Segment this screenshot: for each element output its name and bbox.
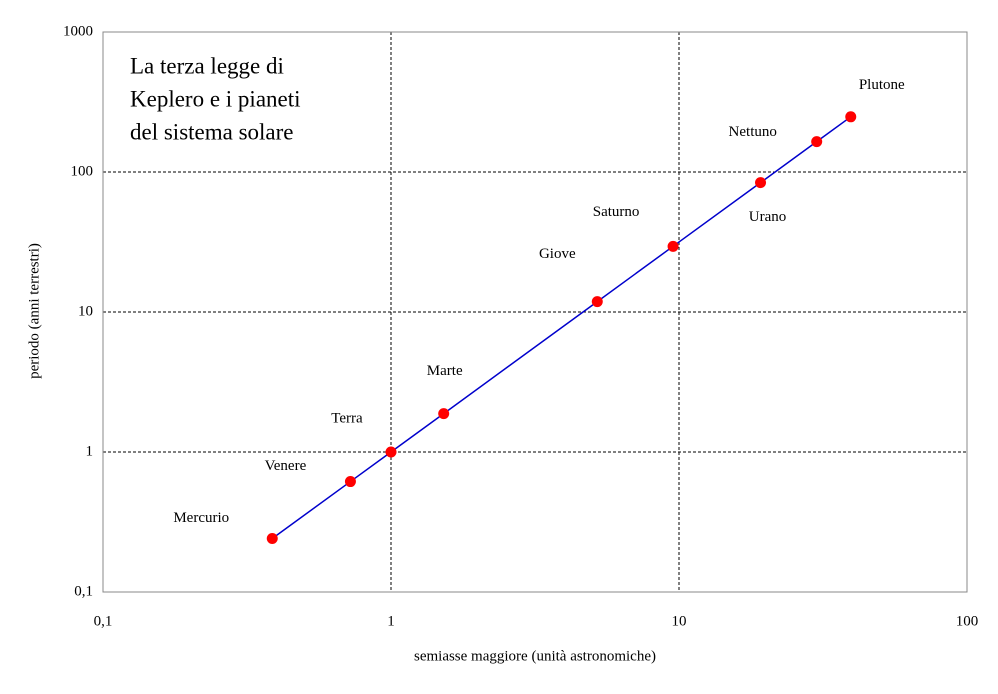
data-point — [845, 111, 857, 123]
plot-border — [102, 31, 968, 593]
data-point — [344, 476, 356, 488]
x-tick-label: 100 — [956, 613, 979, 629]
y-axis-label: periodo (anni terrestri) — [26, 243, 42, 379]
data-point — [385, 446, 397, 458]
point-label: Saturno — [593, 204, 640, 220]
point-label: Urano — [749, 209, 787, 225]
chart-title: Keplero e i pianeti — [130, 86, 301, 111]
point-label: Venere — [265, 458, 307, 474]
point-label: Giove — [539, 246, 576, 262]
x-axis-label: semiasse maggiore (unità astronomiche) — [414, 648, 656, 664]
data-point — [591, 296, 603, 308]
y-tick-label: 1 — [86, 443, 94, 459]
point-label: Marte — [427, 363, 463, 379]
data-point — [755, 177, 767, 189]
point-label: Plutone — [859, 77, 905, 93]
x-tick-label: 1 — [387, 613, 395, 629]
data-point — [438, 408, 450, 420]
data-point — [266, 533, 278, 545]
y-tick-label: 0,1 — [74, 583, 93, 599]
data-point — [811, 136, 823, 148]
point-label: Terra — [331, 410, 363, 426]
x-tick-label: 10 — [672, 613, 687, 629]
point-label: Nettuno — [729, 124, 777, 140]
y-tick-label: 100 — [71, 163, 94, 179]
chart-title: del sistema solare — [130, 119, 294, 144]
y-tick-label: 1000 — [63, 23, 93, 39]
y-tick-label: 10 — [78, 303, 93, 319]
data-point — [667, 240, 679, 252]
x-tick-label: 0,1 — [94, 613, 113, 629]
point-label: Mercurio — [173, 510, 229, 526]
chart-title: La terza legge di — [130, 53, 284, 78]
